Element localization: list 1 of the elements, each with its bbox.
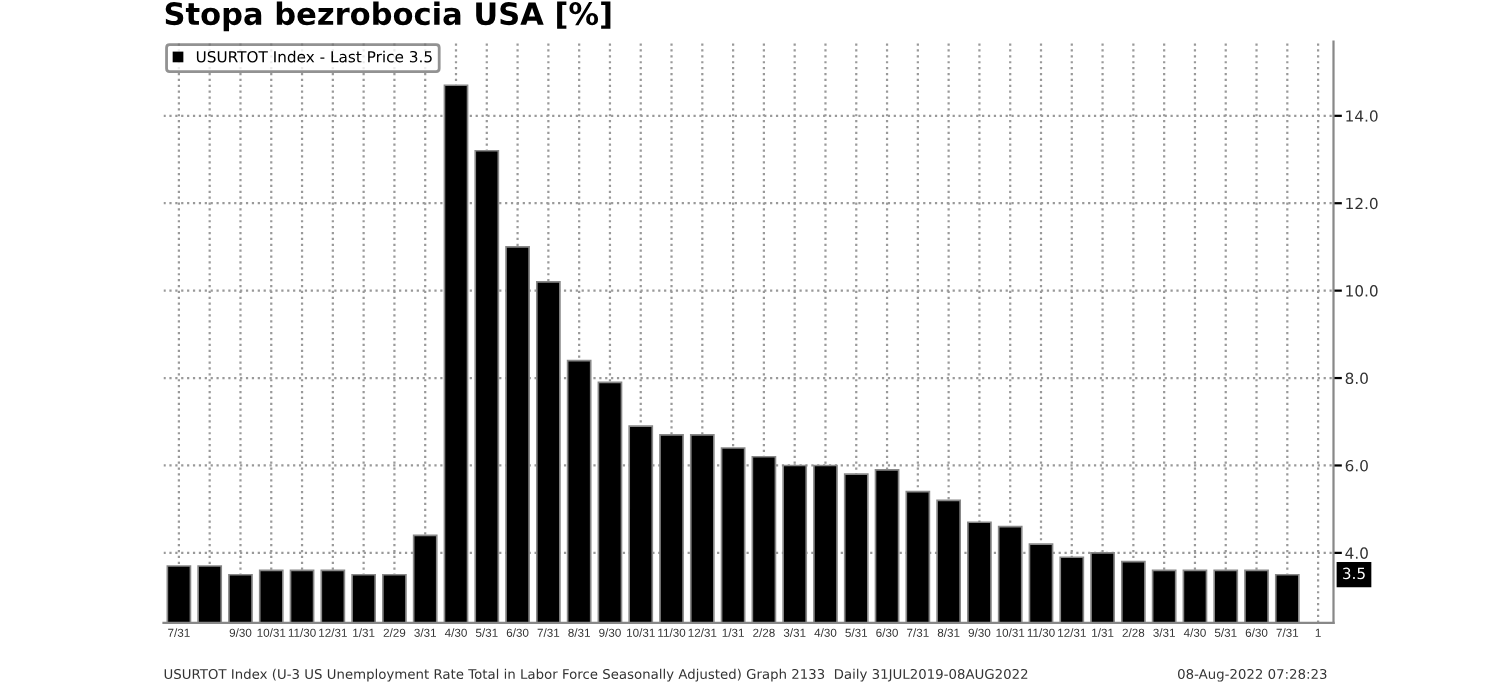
chart-title: Stopa bezrobocia USA [%] xyxy=(165,1,611,32)
